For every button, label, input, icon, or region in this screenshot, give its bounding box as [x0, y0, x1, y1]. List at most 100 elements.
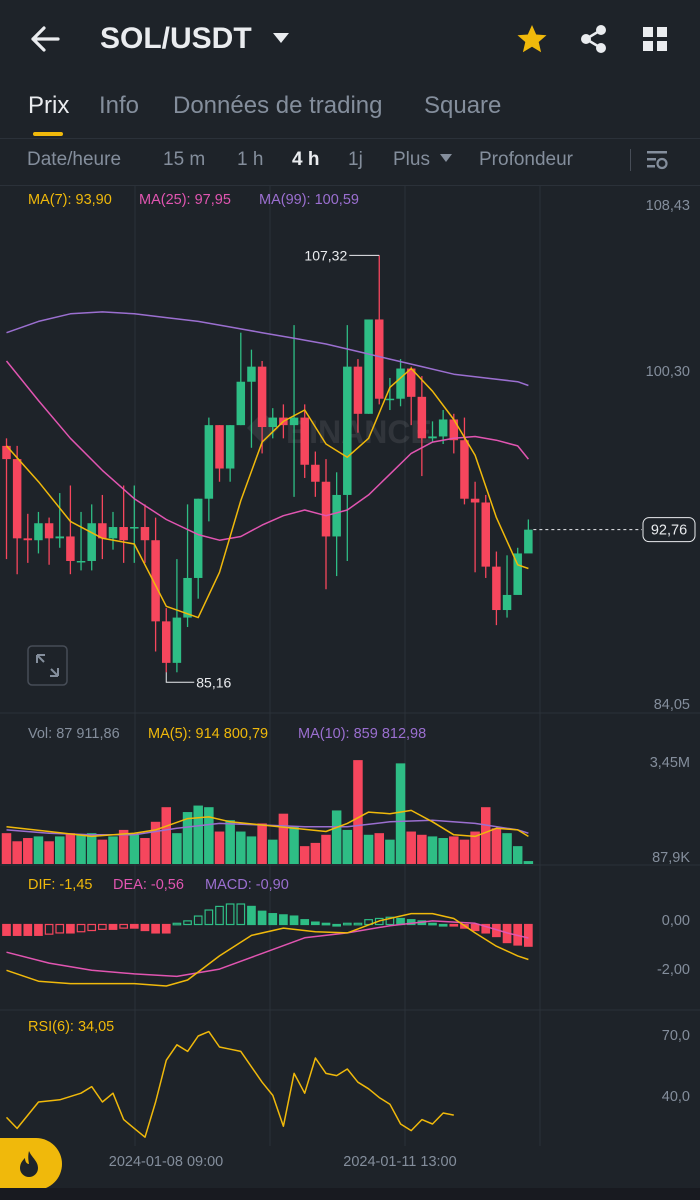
rsi-line — [5, 1030, 454, 1138]
macd-histogram-bar — [342, 922, 352, 926]
candle-body — [257, 366, 267, 428]
candle-body — [470, 498, 480, 503]
volume-bar — [353, 760, 363, 864]
volume-bar — [76, 834, 86, 864]
macd-histogram-bar — [23, 923, 33, 936]
volume-bar — [491, 828, 502, 864]
flame-icon — [20, 1151, 38, 1177]
interval-depth[interactable]: Profondeur — [479, 149, 574, 170]
volume-bar — [182, 812, 193, 864]
divider — [630, 149, 631, 171]
macd-histogram-bar — [236, 903, 246, 926]
macd-histogram-bar — [151, 923, 160, 934]
candle-body — [513, 553, 522, 595]
candle-body — [108, 527, 118, 539]
rsi-path — [5, 1030, 454, 1138]
interval-more[interactable]: Plus — [393, 149, 430, 170]
candle-body — [481, 502, 490, 567]
price-chart[interactable]: BINANCE MA(7): 93,90 MA(25): 97,95 MA(99… — [0, 186, 700, 1188]
candle-body — [289, 417, 299, 426]
caret-down-icon[interactable] — [272, 32, 290, 44]
interval-date-time[interactable]: Date/heure — [27, 149, 122, 170]
volume-bar — [150, 821, 161, 864]
macd-histogram-bar — [12, 923, 22, 936]
main-tabs: Prix Info Données de trading Square — [0, 80, 700, 139]
low-price-label: 85,16 — [196, 674, 231, 690]
expand-icon — [36, 654, 59, 677]
high-price-label: 107,32 — [304, 247, 347, 263]
volume-bar — [374, 833, 384, 864]
candle-body — [204, 425, 214, 499]
ma99-legend: MA(99): 100,59 — [259, 192, 359, 208]
macd-histogram-bar — [353, 922, 363, 926]
star-icon[interactable] — [516, 24, 548, 54]
dif-line — [6, 912, 529, 987]
candle-body — [140, 527, 150, 541]
rsi-legend: RSI(6): 34,05 — [28, 1019, 114, 1035]
tab-prix[interactable]: Prix — [28, 92, 70, 119]
volume-ma5-legend: MA(5): 914 800,79 — [148, 726, 268, 742]
volume-ma-lines — [6, 809, 529, 838]
interval-4h[interactable]: 4 h — [292, 149, 320, 170]
candle-body — [172, 617, 182, 663]
ma7-legend: MA(7): 93,90 — [28, 192, 112, 208]
macd-histogram-bar — [215, 905, 224, 926]
dea-line — [6, 920, 529, 978]
candle-body — [12, 459, 22, 539]
tab-info[interactable]: Info — [99, 92, 140, 119]
tab-square[interactable]: Square — [424, 92, 502, 119]
ma-lines — [5, 311, 529, 619]
macd-histogram-bar — [279, 914, 288, 926]
macd-histogram-bar — [34, 923, 43, 936]
volume-bar — [44, 841, 54, 864]
volume-bar — [108, 836, 118, 864]
rsi-tick-70: 70,0 — [662, 1028, 690, 1044]
macd-histogram-bar — [204, 909, 214, 926]
interval-bar: Date/heure 15 m 1 h 4 h 1j Plus Profonde… — [0, 139, 700, 186]
volume-bar — [225, 820, 235, 864]
volume-bar — [33, 836, 44, 864]
macd-histogram-bar — [481, 923, 491, 934]
interval-15m[interactable]: 15 m — [163, 149, 206, 170]
active-tab-indicator — [33, 132, 63, 136]
volume-ma5-line — [6, 809, 529, 838]
candle-body — [34, 523, 43, 541]
candle-body — [428, 436, 437, 439]
grid-icon[interactable] — [642, 26, 668, 52]
volume-bar — [502, 833, 512, 864]
candle-body — [193, 498, 203, 578]
candle-body — [353, 366, 363, 414]
chart-settings-icon[interactable] — [645, 148, 669, 172]
quick-trade-button[interactable] — [0, 1138, 62, 1190]
candle-body — [119, 527, 128, 541]
macd-histogram — [2, 903, 533, 947]
macd-histogram-bar — [300, 919, 310, 926]
candle-body — [449, 419, 459, 441]
back-arrow-icon[interactable] — [30, 26, 60, 52]
interval-1h[interactable]: 1 h — [237, 149, 264, 170]
pair-title[interactable]: SOL/USDT — [100, 22, 252, 55]
volume-bar — [417, 834, 427, 864]
volume-bar — [406, 831, 416, 864]
volume-bar — [12, 841, 22, 864]
macd-histogram-bar — [140, 923, 150, 932]
macd-histogram-bar — [108, 923, 118, 930]
volume-bar — [65, 833, 76, 864]
volume-bar — [161, 807, 171, 864]
candle-body — [385, 398, 395, 401]
macd-tick-neg: -2,00 — [657, 962, 690, 978]
candle-body — [44, 523, 54, 539]
candle-body — [183, 577, 192, 618]
candle-body — [343, 366, 352, 495]
macd-histogram-bar — [193, 915, 203, 926]
volume-bar — [321, 834, 331, 864]
volume-bar — [385, 839, 395, 864]
share-icon[interactable] — [580, 24, 608, 54]
interval-1d[interactable]: 1j — [348, 149, 363, 170]
fullscreen-button[interactable] — [27, 645, 68, 686]
tab-trading-data[interactable]: Données de trading — [173, 92, 383, 119]
volume-bar — [395, 763, 406, 864]
candle-body — [524, 529, 533, 554]
volume-bar — [470, 831, 480, 864]
candle-body — [236, 381, 246, 426]
